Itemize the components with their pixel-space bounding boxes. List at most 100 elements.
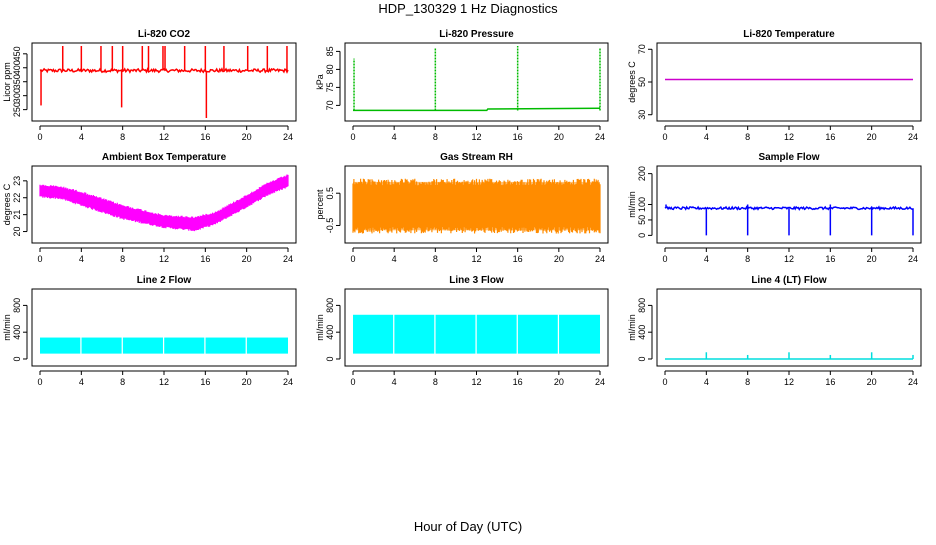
- x-tick-label: 16: [825, 377, 835, 387]
- panel-frame: [32, 289, 296, 366]
- panel-y-label: percent: [315, 189, 325, 220]
- x-tick-label: 20: [242, 132, 252, 142]
- x-tick-label: 24: [283, 132, 293, 142]
- y-tick-label: 0.5: [325, 187, 335, 200]
- x-tick-label: 16: [513, 377, 523, 387]
- panel-y-label: ml/min: [627, 191, 637, 218]
- x-tick-label: 12: [471, 377, 481, 387]
- x-tick-label: 8: [120, 254, 125, 264]
- flow-band-segment: [477, 315, 517, 354]
- x-tick-label: 20: [554, 254, 564, 264]
- y-tick-label: 400: [12, 60, 22, 75]
- y-tick-label: 0: [325, 356, 335, 361]
- x-tick-label: 0: [350, 132, 355, 142]
- panel-title: Ambient Box Temperature: [102, 152, 227, 163]
- flow-band-segment: [436, 315, 476, 354]
- y-tick-label: 350: [12, 74, 22, 89]
- x-tick-label: 16: [200, 132, 210, 142]
- x-tick-label: 12: [159, 377, 169, 387]
- y-tick-label: 70: [637, 44, 647, 54]
- x-tick-label: 4: [704, 132, 709, 142]
- x-tick-label: 12: [471, 254, 481, 264]
- x-tick-label: 8: [433, 132, 438, 142]
- x-tick-label: 0: [37, 377, 42, 387]
- y-tick-label: 50: [637, 215, 647, 225]
- y-tick-label: 0: [637, 233, 647, 238]
- x-tick-label: 20: [554, 132, 564, 142]
- panel-y-label: degrees C: [2, 183, 12, 225]
- panel-title: Line 2 Flow: [137, 275, 192, 286]
- x-tick-label: 16: [825, 132, 835, 142]
- y-tick-label: 0: [637, 356, 647, 361]
- y-axis: -0.50.5: [325, 187, 340, 233]
- x-tick-label: 24: [595, 377, 605, 387]
- x-tick-label: 8: [433, 377, 438, 387]
- x-tick-label: 20: [867, 254, 877, 264]
- figure-x-label: Hour of Day (UTC): [414, 519, 522, 534]
- y-tick-label: 300: [12, 88, 22, 103]
- y-tick-label: 85: [325, 46, 335, 56]
- y-tick-label: 200: [637, 166, 647, 181]
- x-tick-label: 24: [595, 254, 605, 264]
- x-tick-label: 16: [200, 377, 210, 387]
- panel-title: Li-820 Temperature: [743, 29, 835, 40]
- x-tick-label: 4: [704, 377, 709, 387]
- panel-title: Li-820 CO2: [138, 29, 191, 40]
- x-tick-label: 16: [513, 254, 523, 264]
- panel-data: [40, 338, 288, 354]
- x-tick-label: 12: [784, 254, 794, 264]
- figure-title: HDP_130329 1 Hz Diagnostics: [378, 1, 558, 16]
- x-tick-label: 24: [908, 132, 918, 142]
- panel-frame: [32, 166, 296, 243]
- y-tick-label: 21: [12, 210, 22, 220]
- y-tick-label: 400: [637, 325, 647, 340]
- panel-title: Line 3 Flow: [449, 275, 504, 286]
- y-tick-label: 250: [12, 102, 22, 117]
- x-tick-label: 24: [908, 377, 918, 387]
- panel-data: [665, 352, 913, 359]
- x-tick-label: 8: [433, 254, 438, 264]
- y-tick-label: 75: [325, 82, 335, 92]
- series-line: [40, 69, 288, 72]
- x-tick-label: 12: [784, 377, 794, 387]
- x-tick-label: 24: [595, 132, 605, 142]
- y-tick-label: 100: [637, 197, 647, 212]
- x-tick-label: 0: [662, 377, 667, 387]
- y-tick-label: 400: [12, 325, 22, 340]
- flow-band-segment: [247, 338, 288, 354]
- x-tick-label: 0: [37, 254, 42, 264]
- y-tick-label: 22: [12, 193, 22, 203]
- x-tick-label: 16: [200, 254, 210, 264]
- x-tick-label: 16: [513, 132, 523, 142]
- x-tick-label: 0: [350, 377, 355, 387]
- x-tick-label: 0: [662, 132, 667, 142]
- panel-data: [353, 179, 600, 234]
- panel-data: [353, 315, 600, 354]
- x-tick-label: 12: [784, 132, 794, 142]
- y-axis: 0 50 100 200: [637, 166, 652, 238]
- panel-y-label: kPa: [315, 74, 325, 90]
- y-tick-label: 50: [637, 77, 647, 87]
- flow-band-segment: [518, 315, 558, 354]
- y-tick-label: 800: [325, 298, 335, 313]
- flow-band-segment: [559, 315, 600, 354]
- flow-band-segment: [123, 338, 163, 354]
